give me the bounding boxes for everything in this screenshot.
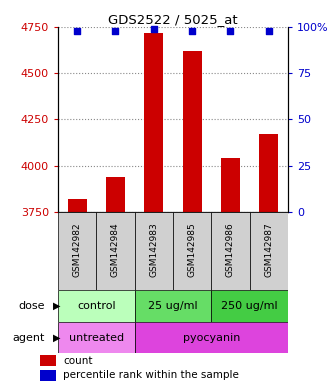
Text: GSM142987: GSM142987 [264,222,273,277]
Bar [135,290,211,322]
Point [151,26,157,32]
Bar [135,322,288,353]
Point [266,28,271,34]
Text: count: count [63,356,92,366]
Text: 25 ug/ml: 25 ug/ml [148,301,198,311]
Bar [211,290,288,322]
Bar [40,370,56,381]
Text: ▶: ▶ [53,333,60,343]
Text: 250 ug/ml: 250 ug/ml [221,301,278,311]
Bar [58,212,96,290]
Text: ▶: ▶ [53,301,60,311]
Point [113,28,118,34]
Text: percentile rank within the sample: percentile rank within the sample [63,370,239,380]
Bar [211,212,250,290]
Bar [182,51,202,212]
Text: GSM142985: GSM142985 [188,222,197,277]
Text: dose: dose [18,301,45,311]
Point [189,28,195,34]
Bar [106,177,125,212]
Bar [58,322,135,353]
Bar [40,355,56,366]
Text: GSM142984: GSM142984 [111,222,120,277]
Bar [173,212,211,290]
Bar [259,134,278,212]
Bar [250,212,288,290]
Title: GDS2522 / 5025_at: GDS2522 / 5025_at [108,13,238,26]
Bar [144,33,164,212]
Text: agent: agent [12,333,45,343]
Text: control: control [77,301,116,311]
Bar [96,212,135,290]
Bar [135,212,173,290]
Text: pyocyanin: pyocyanin [183,333,240,343]
Bar [221,158,240,212]
Text: untreated: untreated [69,333,124,343]
Text: GSM142986: GSM142986 [226,222,235,277]
Bar [58,290,135,322]
Text: GSM142983: GSM142983 [149,222,158,277]
Point [228,28,233,34]
Point [74,28,80,34]
Bar [68,199,87,212]
Text: GSM142982: GSM142982 [72,222,82,277]
